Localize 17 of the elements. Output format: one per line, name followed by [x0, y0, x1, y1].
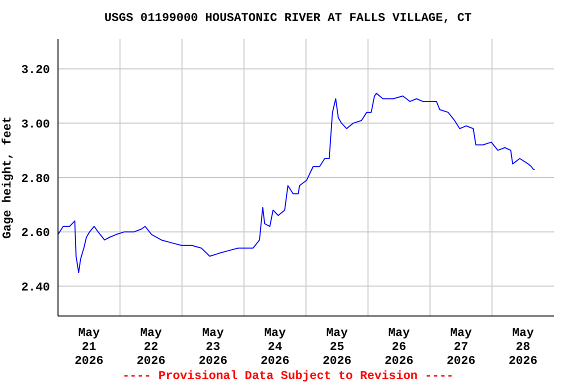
- x-tick-label: May 22 2026: [136, 326, 166, 368]
- line-series: [58, 92, 536, 274]
- x-tick-label: May 27 2026: [446, 326, 476, 368]
- y-tick-label: 2.60: [21, 226, 50, 240]
- x-tick-label: May 21 2026: [74, 326, 104, 368]
- y-axis-title: Gage height, feet: [0, 116, 14, 239]
- y-tick-label: 3.20: [21, 63, 50, 78]
- x-tick-label: May 25 2026: [322, 326, 352, 368]
- x-tick-label: May 23 2026: [198, 326, 228, 368]
- text: ---- Provisional Data Subject to Revision ----: [121, 369, 455, 383]
- x-tick-label: May 28 2026: [508, 326, 538, 368]
- x-tick-label: May 24 2026: [260, 326, 290, 368]
- y-tick-label: 3.00: [21, 117, 50, 132]
- x-tick-label: May 26 2026: [384, 326, 414, 368]
- y-tick-label: 2.40: [21, 280, 50, 294]
- chart-title: USGS 01199000 HOUSATONIC RIVER AT FALLS VILLAGE, CT: [103, 11, 473, 25]
- y-tick-label: 2.80: [21, 172, 50, 186]
